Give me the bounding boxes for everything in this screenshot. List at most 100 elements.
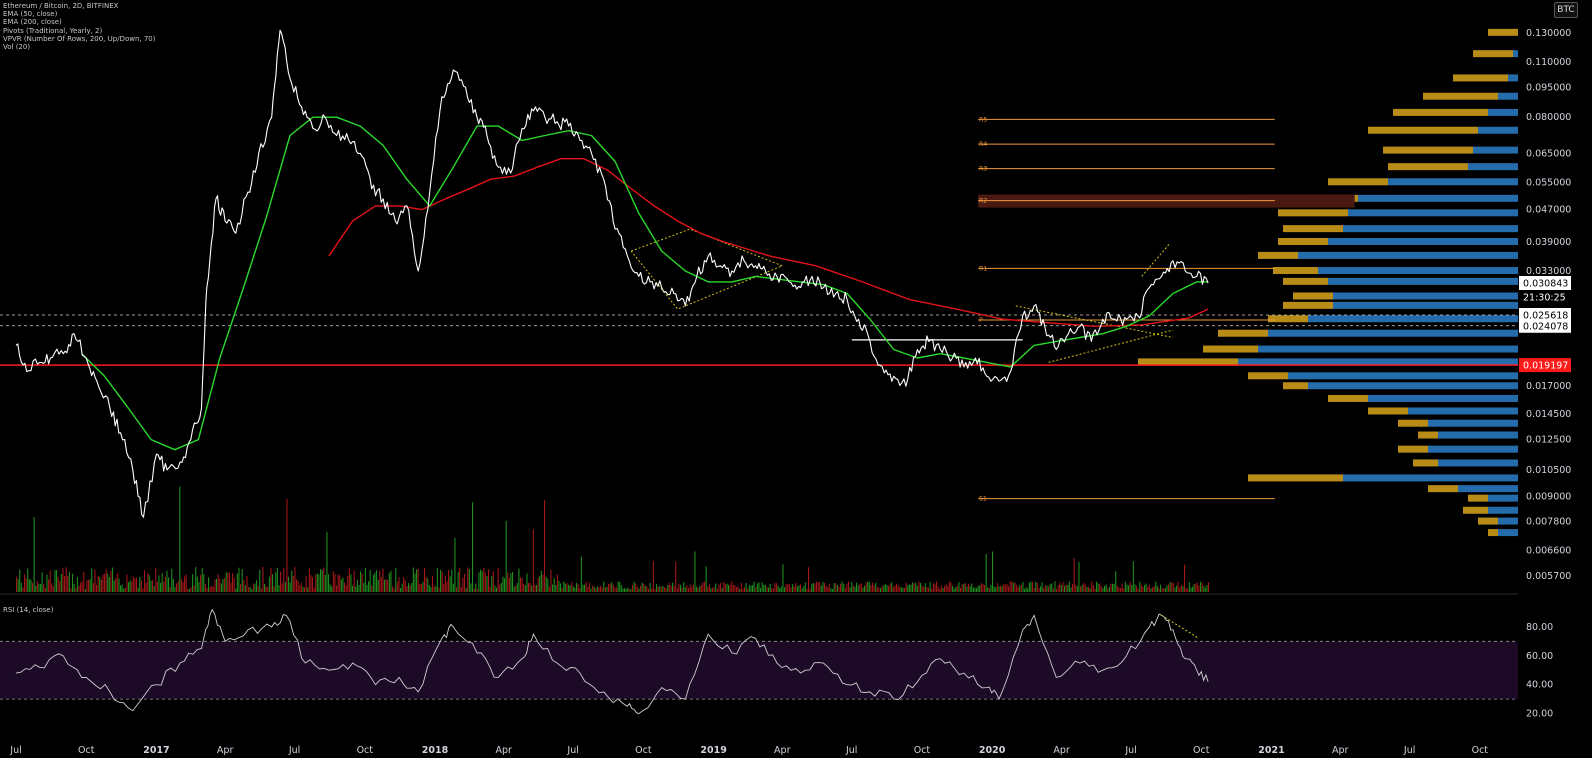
volume-bar <box>1148 584 1150 592</box>
volume-bar <box>121 584 123 592</box>
price-series <box>15 29 1209 518</box>
volume-bar <box>897 585 899 592</box>
volume-bar <box>270 568 272 592</box>
volume-bar <box>817 582 819 592</box>
volume-bar <box>588 582 590 592</box>
volume-bar <box>1185 587 1187 592</box>
pivot-label: S1 <box>979 496 987 503</box>
price-axis-label: 0.095000 <box>1526 82 1571 93</box>
volume-bar <box>1075 585 1077 592</box>
volume-bar <box>353 570 355 592</box>
volume-profile-up <box>1138 358 1238 366</box>
volume-bar <box>1129 581 1131 592</box>
volume-bar <box>568 584 570 592</box>
legend-ema50[interactable]: EMA (50, close) <box>3 10 58 19</box>
volume-bar <box>918 581 920 592</box>
volume-bar <box>265 586 267 592</box>
volume-bar <box>313 587 315 592</box>
volume-bar <box>948 581 950 592</box>
volume-profile-down <box>1438 431 1518 439</box>
volume-bar <box>48 579 50 592</box>
rsi-legend[interactable]: RSI (14, close) <box>3 606 54 614</box>
volume-bar <box>529 582 531 592</box>
volume-bar <box>324 575 326 592</box>
volume-bar <box>944 586 946 592</box>
volume-bar <box>425 577 427 592</box>
last-price-tag: 0.030843 <box>1523 278 1568 289</box>
pivot-levels: R5 R4 R3 R2 R1 P S1 <box>978 116 1355 503</box>
volume-bar <box>1038 588 1040 592</box>
volume-bar <box>627 587 629 592</box>
time-axis-label: Oct <box>78 745 95 756</box>
price-axis-label: 0.009000 <box>1526 492 1571 503</box>
volume-bar <box>1163 588 1165 592</box>
volume-bar <box>712 587 714 592</box>
time-axis-label: Apr <box>495 745 512 756</box>
volume-bar <box>848 581 850 592</box>
volume-bar <box>435 586 437 592</box>
volume-bar <box>1168 584 1170 592</box>
volume-bar <box>1136 586 1138 592</box>
volume-bar <box>452 583 454 592</box>
volume-bar <box>380 577 382 592</box>
volume-bar <box>868 581 870 592</box>
volume-bar <box>752 585 754 592</box>
volume-bar <box>1011 581 1013 592</box>
volume-bar <box>729 585 731 592</box>
triangle-lower <box>1048 329 1174 363</box>
volume-profile-up <box>1388 163 1468 171</box>
volume-bar <box>372 574 374 592</box>
volume-bar <box>424 567 426 592</box>
volume-bar <box>1080 586 1082 592</box>
volume-bar <box>147 572 149 592</box>
volume-bar <box>862 587 864 592</box>
volume-bar <box>769 583 771 592</box>
rsi-axis-label: 20.00 <box>1526 709 1553 720</box>
legend-pivots[interactable]: Pivots (Traditional, Yearly, 2) <box>3 26 103 35</box>
volume-bar <box>494 585 496 592</box>
volume-bar <box>1137 588 1139 592</box>
volume-bar <box>171 568 173 592</box>
legend-vpvr[interactable]: VPVR (Number Of Rows, 200, Up/Down, 70) <box>3 34 156 43</box>
volume-bar <box>369 570 371 592</box>
volume-bar <box>857 585 859 592</box>
volume-bar <box>732 584 734 592</box>
volume-bar <box>1046 585 1048 592</box>
volume-bar <box>480 569 482 592</box>
legend-vol[interactable]: Vol (20) <box>3 43 31 52</box>
legend-symbol[interactable]: Ethereum / Bitcoin, 2D, BITFINEX <box>3 2 119 10</box>
volume-bar <box>401 583 403 592</box>
volume-bar <box>467 567 469 592</box>
volume-bar <box>16 576 18 592</box>
volume-bar <box>748 585 750 592</box>
volume-profile-down <box>1473 146 1518 154</box>
volume-bar <box>1204 587 1206 592</box>
ema200-line <box>328 157 1209 327</box>
volume-bar <box>220 583 222 592</box>
volume-bar <box>676 588 678 592</box>
volume-bar <box>1051 583 1053 592</box>
legend-ema200[interactable]: EMA (200, close) <box>3 18 62 27</box>
volume-bar <box>62 568 64 592</box>
time-axis: Jul Oct 2017 Apr Jul Oct 2018 Apr Jul Oct 2019 Apr J… <box>9 745 1488 756</box>
volume-bar <box>476 588 478 592</box>
volume-bar <box>1116 585 1118 592</box>
rsi-divergence <box>1161 614 1200 639</box>
volume-bar <box>145 582 147 592</box>
volume-bar <box>553 578 555 592</box>
volume-bar <box>451 569 453 592</box>
volume-bar <box>1030 581 1032 592</box>
volume-bar <box>793 586 795 592</box>
volume-profile-down <box>1428 445 1518 453</box>
volume-profile-down <box>1508 74 1518 82</box>
volume-profile-down <box>1308 315 1518 323</box>
volume-bar <box>332 571 334 592</box>
volume-bar <box>155 567 157 592</box>
volume-bar <box>417 568 419 592</box>
volume-bar <box>416 569 418 592</box>
volume-bar <box>1107 588 1109 592</box>
volume-bar <box>297 581 299 592</box>
volume-bar <box>664 587 666 592</box>
currency-badge[interactable]: BTC <box>1554 2 1578 18</box>
